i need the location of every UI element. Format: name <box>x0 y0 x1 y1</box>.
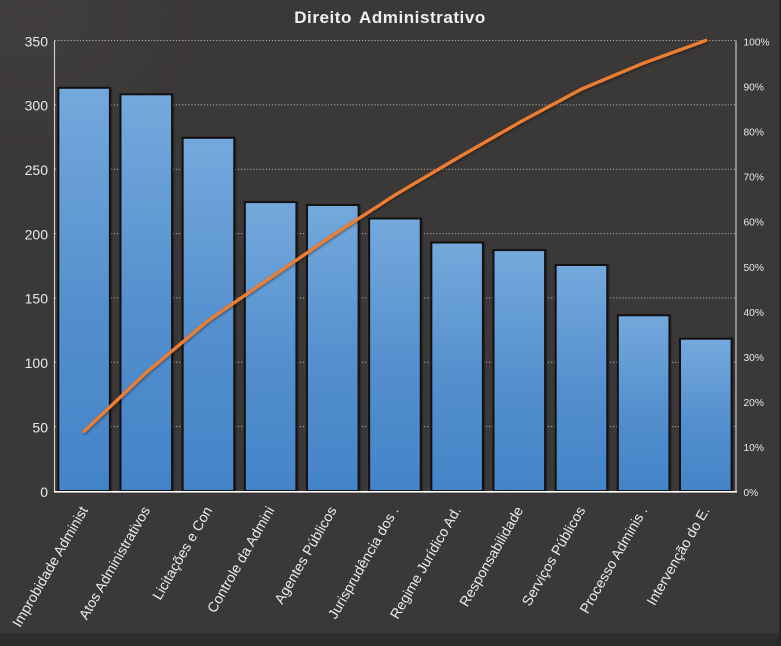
svg-text:250: 250 <box>25 162 49 178</box>
svg-text:40%: 40% <box>744 308 764 319</box>
svg-text:0: 0 <box>40 484 48 500</box>
svg-text:70%: 70% <box>744 173 764 184</box>
svg-text:100: 100 <box>25 355 49 371</box>
svg-text:200: 200 <box>25 226 49 242</box>
svg-text:90%: 90% <box>744 83 764 94</box>
svg-text:80%: 80% <box>744 128 764 139</box>
svg-text:100%: 100% <box>744 38 770 49</box>
svg-text:30%: 30% <box>744 353 764 364</box>
svg-text:150: 150 <box>25 291 49 307</box>
svg-text:Direito Administrativo: Direito Administrativo <box>294 8 486 27</box>
svg-text:20%: 20% <box>744 398 764 409</box>
svg-text:350: 350 <box>25 33 49 49</box>
svg-text:300: 300 <box>25 98 49 114</box>
svg-text:0%: 0% <box>744 488 759 499</box>
svg-text:10%: 10% <box>744 443 764 454</box>
svg-text:60%: 60% <box>744 218 764 229</box>
svg-text:50%: 50% <box>744 263 764 274</box>
svg-text:50: 50 <box>32 419 48 435</box>
